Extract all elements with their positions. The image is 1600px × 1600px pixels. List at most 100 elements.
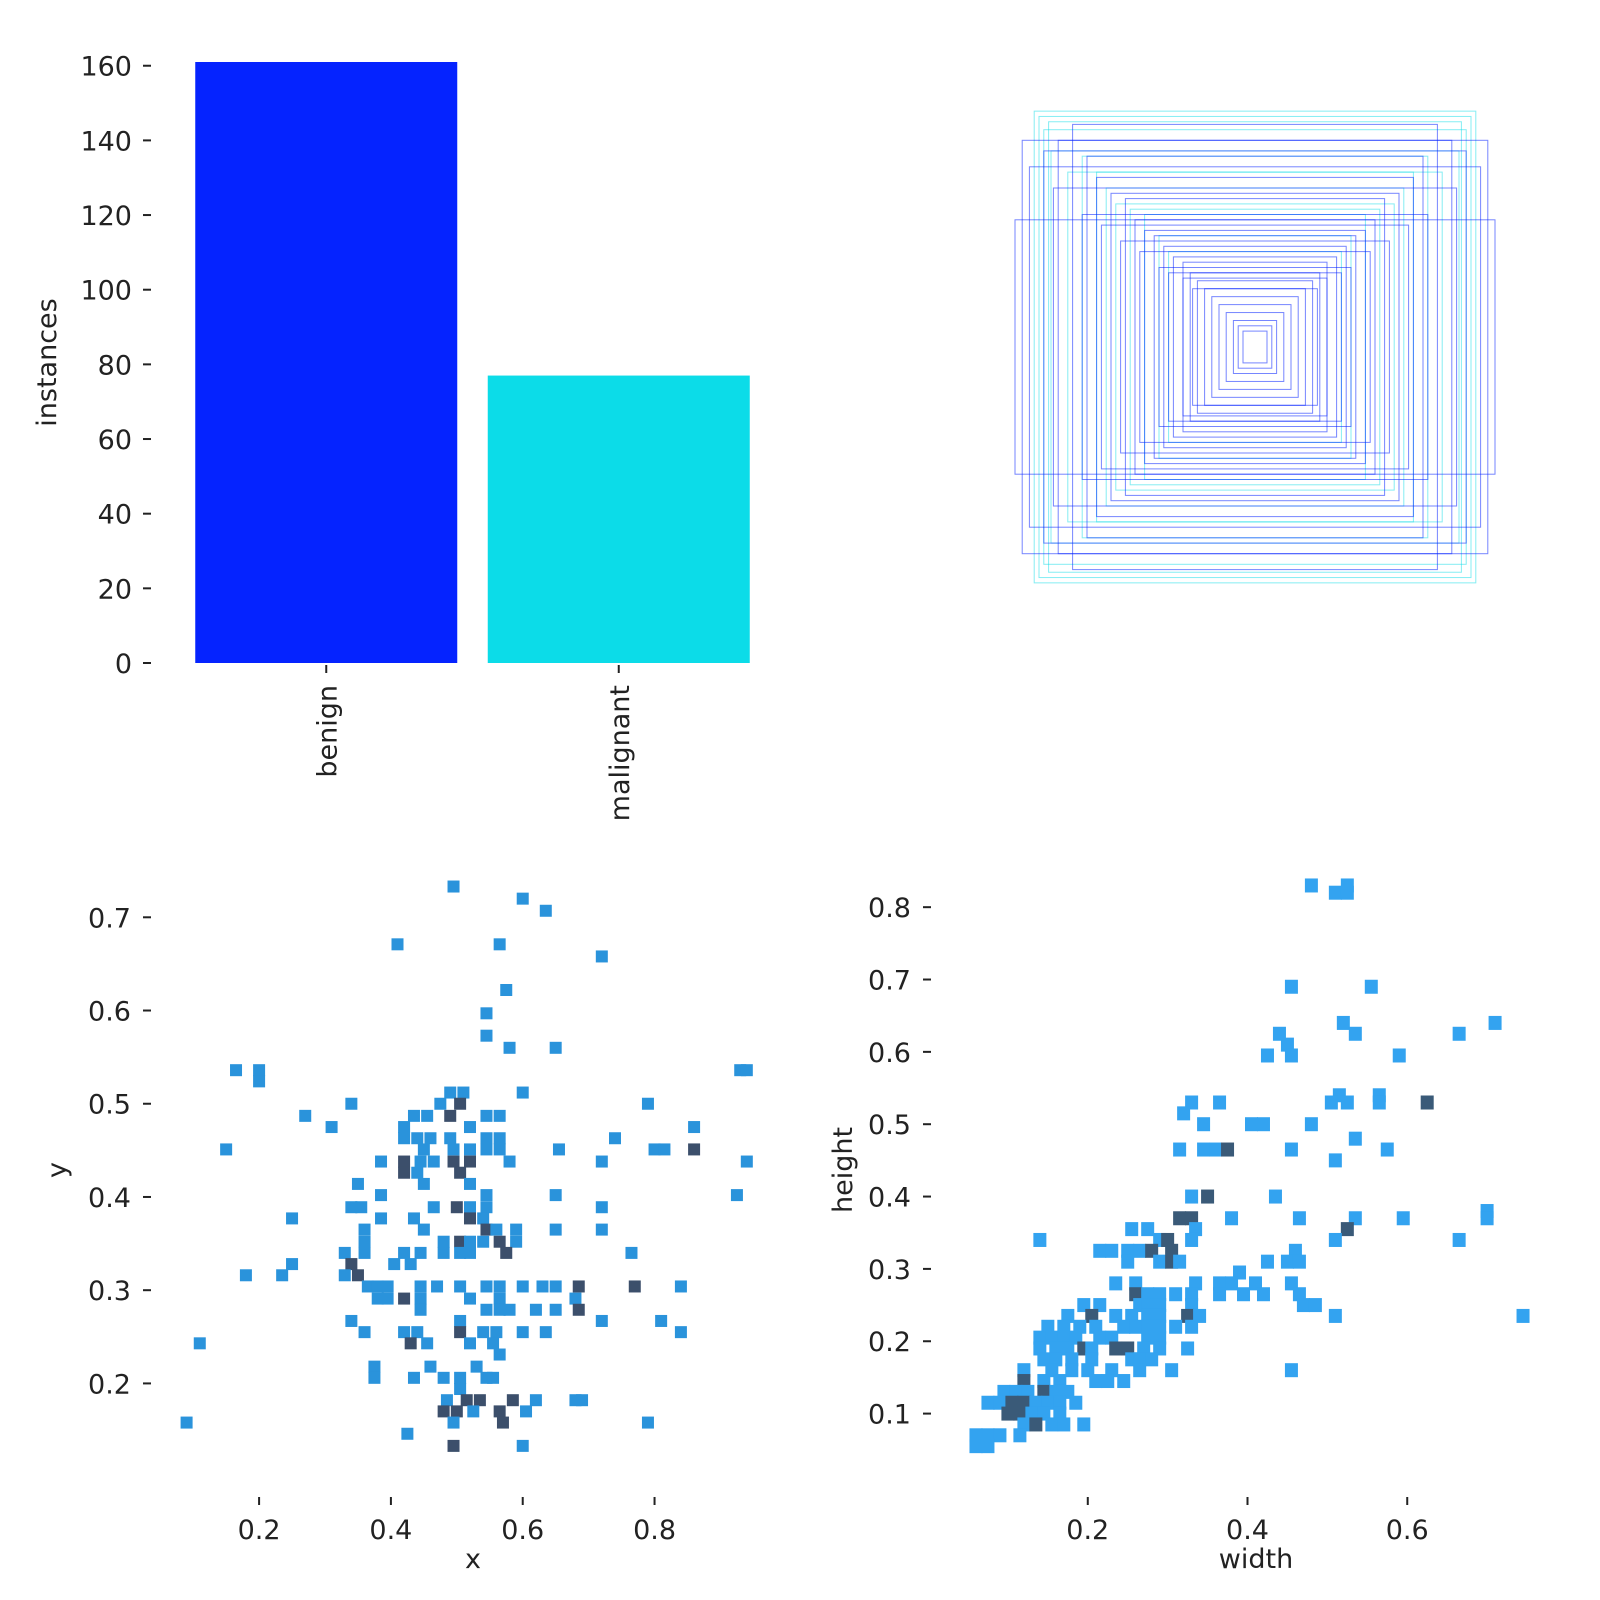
histogram-cell	[1033, 1341, 1047, 1356]
histogram-cell	[1125, 1308, 1139, 1323]
histogram-cell	[641, 1416, 654, 1429]
histogram-cell	[421, 1109, 434, 1122]
x-tick-label: 0.4	[369, 1515, 412, 1546]
bounding-box-malignant	[1115, 203, 1395, 491]
bounding-box-benign	[1028, 166, 1482, 528]
bounding-box-benign	[1182, 277, 1328, 417]
histogram-cell	[1324, 1095, 1338, 1110]
histogram-cell	[1061, 1384, 1075, 1399]
bounding-box-malignant	[1067, 171, 1443, 523]
histogram-cell	[286, 1258, 299, 1271]
histogram-cell	[1284, 1142, 1298, 1157]
histogram-cell	[358, 1223, 371, 1236]
histogram-cell	[493, 1348, 506, 1361]
histogram-cell	[454, 1246, 467, 1259]
y-tick-label: 60	[98, 425, 132, 456]
histogram-cell	[444, 1109, 457, 1122]
histogram-cell	[1021, 1384, 1035, 1399]
histogram-cell	[576, 1394, 589, 1407]
histogram-cell	[1153, 1308, 1167, 1323]
histogram-cell	[1340, 1222, 1354, 1237]
y-tick-label: 0.7	[88, 903, 131, 934]
histogram-cell	[688, 1121, 701, 1134]
bounding-box-malignant	[1038, 115, 1472, 579]
histogram-cell	[625, 1246, 638, 1259]
histogram-cell	[1452, 1026, 1466, 1041]
histogram-cell	[371, 1292, 384, 1305]
histogram-cell	[1105, 1243, 1119, 1258]
y-axis-label: y	[42, 1162, 73, 1178]
histogram-cell	[1189, 1222, 1203, 1237]
y-axis-label: height	[828, 1127, 859, 1213]
bounding-box-malignant	[1129, 208, 1381, 486]
histogram-cell	[381, 1292, 394, 1305]
histogram-cell	[421, 1337, 434, 1350]
bounding-box-malignant	[1043, 129, 1467, 565]
histogram-cell	[1045, 1417, 1059, 1432]
bounding-box-malignant	[1081, 155, 1429, 539]
y-tick-label: 0.4	[88, 1183, 131, 1214]
histogram-cell	[1049, 1352, 1063, 1367]
histogram-cell	[388, 1258, 401, 1271]
histogram-cell	[595, 1155, 608, 1168]
histogram-cell	[1284, 979, 1298, 994]
histogram-cell	[1141, 1319, 1155, 1334]
y-tick-label: 0.1	[868, 1400, 911, 1431]
histogram-cell	[1153, 1287, 1167, 1302]
histogram-cell	[1209, 1142, 1223, 1157]
bounding-box-benign	[1144, 229, 1366, 465]
histogram-cell	[1225, 1211, 1239, 1226]
histogram-cell	[239, 1269, 252, 1282]
histogram-cell	[997, 1384, 1011, 1399]
histogram-cell	[1169, 1287, 1183, 1302]
histogram-cell	[427, 1201, 440, 1214]
histogram-cell	[595, 1223, 608, 1236]
y-tick-label: 0.3	[88, 1276, 131, 1307]
histogram-cell	[437, 1405, 450, 1418]
histogram-cell	[358, 1235, 371, 1248]
histogram-cell	[595, 1201, 608, 1214]
bounding-box-benign	[1204, 288, 1306, 406]
histogram-cell	[1129, 1319, 1143, 1334]
histogram-cell	[414, 1292, 427, 1305]
bounding-box-malignant	[1144, 214, 1366, 480]
histogram-cell	[1037, 1406, 1051, 1421]
histogram-cell	[1256, 1287, 1270, 1302]
histogram-cell	[1189, 1276, 1203, 1291]
histogram-cell	[648, 1143, 661, 1156]
histogram-cell	[381, 1280, 394, 1293]
histogram-cell	[407, 1212, 420, 1225]
histogram-cell	[1109, 1308, 1123, 1323]
histogram-cell	[417, 1177, 430, 1190]
y-tick-label: 100	[80, 276, 132, 307]
histogram-cell	[480, 1201, 493, 1214]
histogram-cell	[1292, 1254, 1306, 1269]
histogram-cell	[1133, 1243, 1147, 1258]
histogram-cell	[1061, 1341, 1075, 1356]
histogram-cell	[493, 1292, 506, 1305]
histogram-cell	[552, 1143, 565, 1156]
histogram-cell	[477, 1326, 490, 1339]
y-tick-label: 0.2	[868, 1327, 911, 1358]
bounding-box-benign	[1110, 192, 1400, 502]
histogram-cell	[1181, 1308, 1195, 1323]
histogram-cell	[424, 1360, 437, 1373]
histogram-cell	[1245, 1117, 1258, 1132]
histogram-cell	[1141, 1330, 1155, 1345]
histogram-cell	[464, 1121, 476, 1134]
histogram-cell	[1340, 1095, 1354, 1110]
histogram-cell	[464, 1177, 476, 1190]
histogram-cell	[487, 1337, 500, 1350]
histogram-cell	[414, 1155, 427, 1168]
y-tick-label: 140	[80, 126, 132, 157]
histogram-cell	[628, 1280, 641, 1293]
histogram-cell	[1233, 1265, 1247, 1280]
bounding-box-benign	[1237, 325, 1273, 369]
histogram-cell	[493, 1109, 506, 1122]
histogram-cell	[1109, 1341, 1123, 1356]
histogram-cell	[398, 1292, 411, 1305]
histogram-cell	[730, 1189, 743, 1202]
histogram-cell	[1336, 1015, 1350, 1030]
histogram-cell	[1093, 1330, 1107, 1345]
histogram-cell	[1260, 1048, 1274, 1063]
